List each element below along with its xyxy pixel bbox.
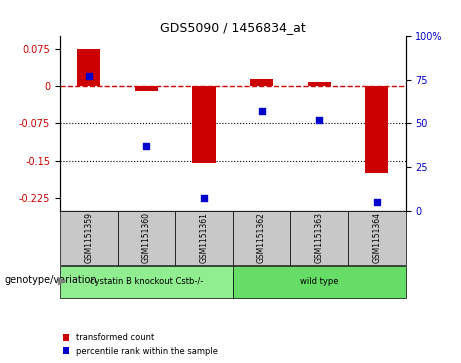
Text: ▶: ▶ (58, 275, 66, 285)
Point (258, 108, 266, 114)
Text: GSM1151363: GSM1151363 (315, 212, 324, 263)
Bar (175, 211, 233, 265)
Text: GSM1151360: GSM1151360 (142, 212, 151, 263)
Title: GDS5090 / 1456834_at: GDS5090 / 1456834_at (160, 21, 306, 34)
Bar (365, 86, 388, 173)
Point (373, 199, 381, 205)
Text: genotype/variation: genotype/variation (5, 275, 97, 285)
Bar (233, 211, 290, 265)
Point (315, 117, 323, 123)
Bar (60, 211, 118, 265)
Bar (308, 82, 331, 86)
Point (85, 73, 92, 79)
Text: GSM1151361: GSM1151361 (200, 212, 208, 263)
Bar (250, 79, 273, 86)
Bar (348, 211, 406, 265)
Point (200, 195, 207, 201)
Bar (118, 211, 175, 265)
Bar (77, 49, 100, 86)
Bar (60, 266, 233, 298)
Text: GSM1151362: GSM1151362 (257, 212, 266, 263)
Bar (135, 86, 158, 91)
Legend: transformed count, percentile rank within the sample: transformed count, percentile rank withi… (59, 330, 221, 359)
Text: GSM1151359: GSM1151359 (84, 212, 93, 263)
Bar (193, 86, 216, 163)
Bar (233, 266, 406, 298)
Point (142, 143, 150, 149)
Text: wild type: wild type (300, 277, 338, 286)
Text: cystatin B knockout Cstb-/-: cystatin B knockout Cstb-/- (90, 277, 203, 286)
Bar (290, 211, 348, 265)
Text: GSM1151364: GSM1151364 (372, 212, 381, 263)
